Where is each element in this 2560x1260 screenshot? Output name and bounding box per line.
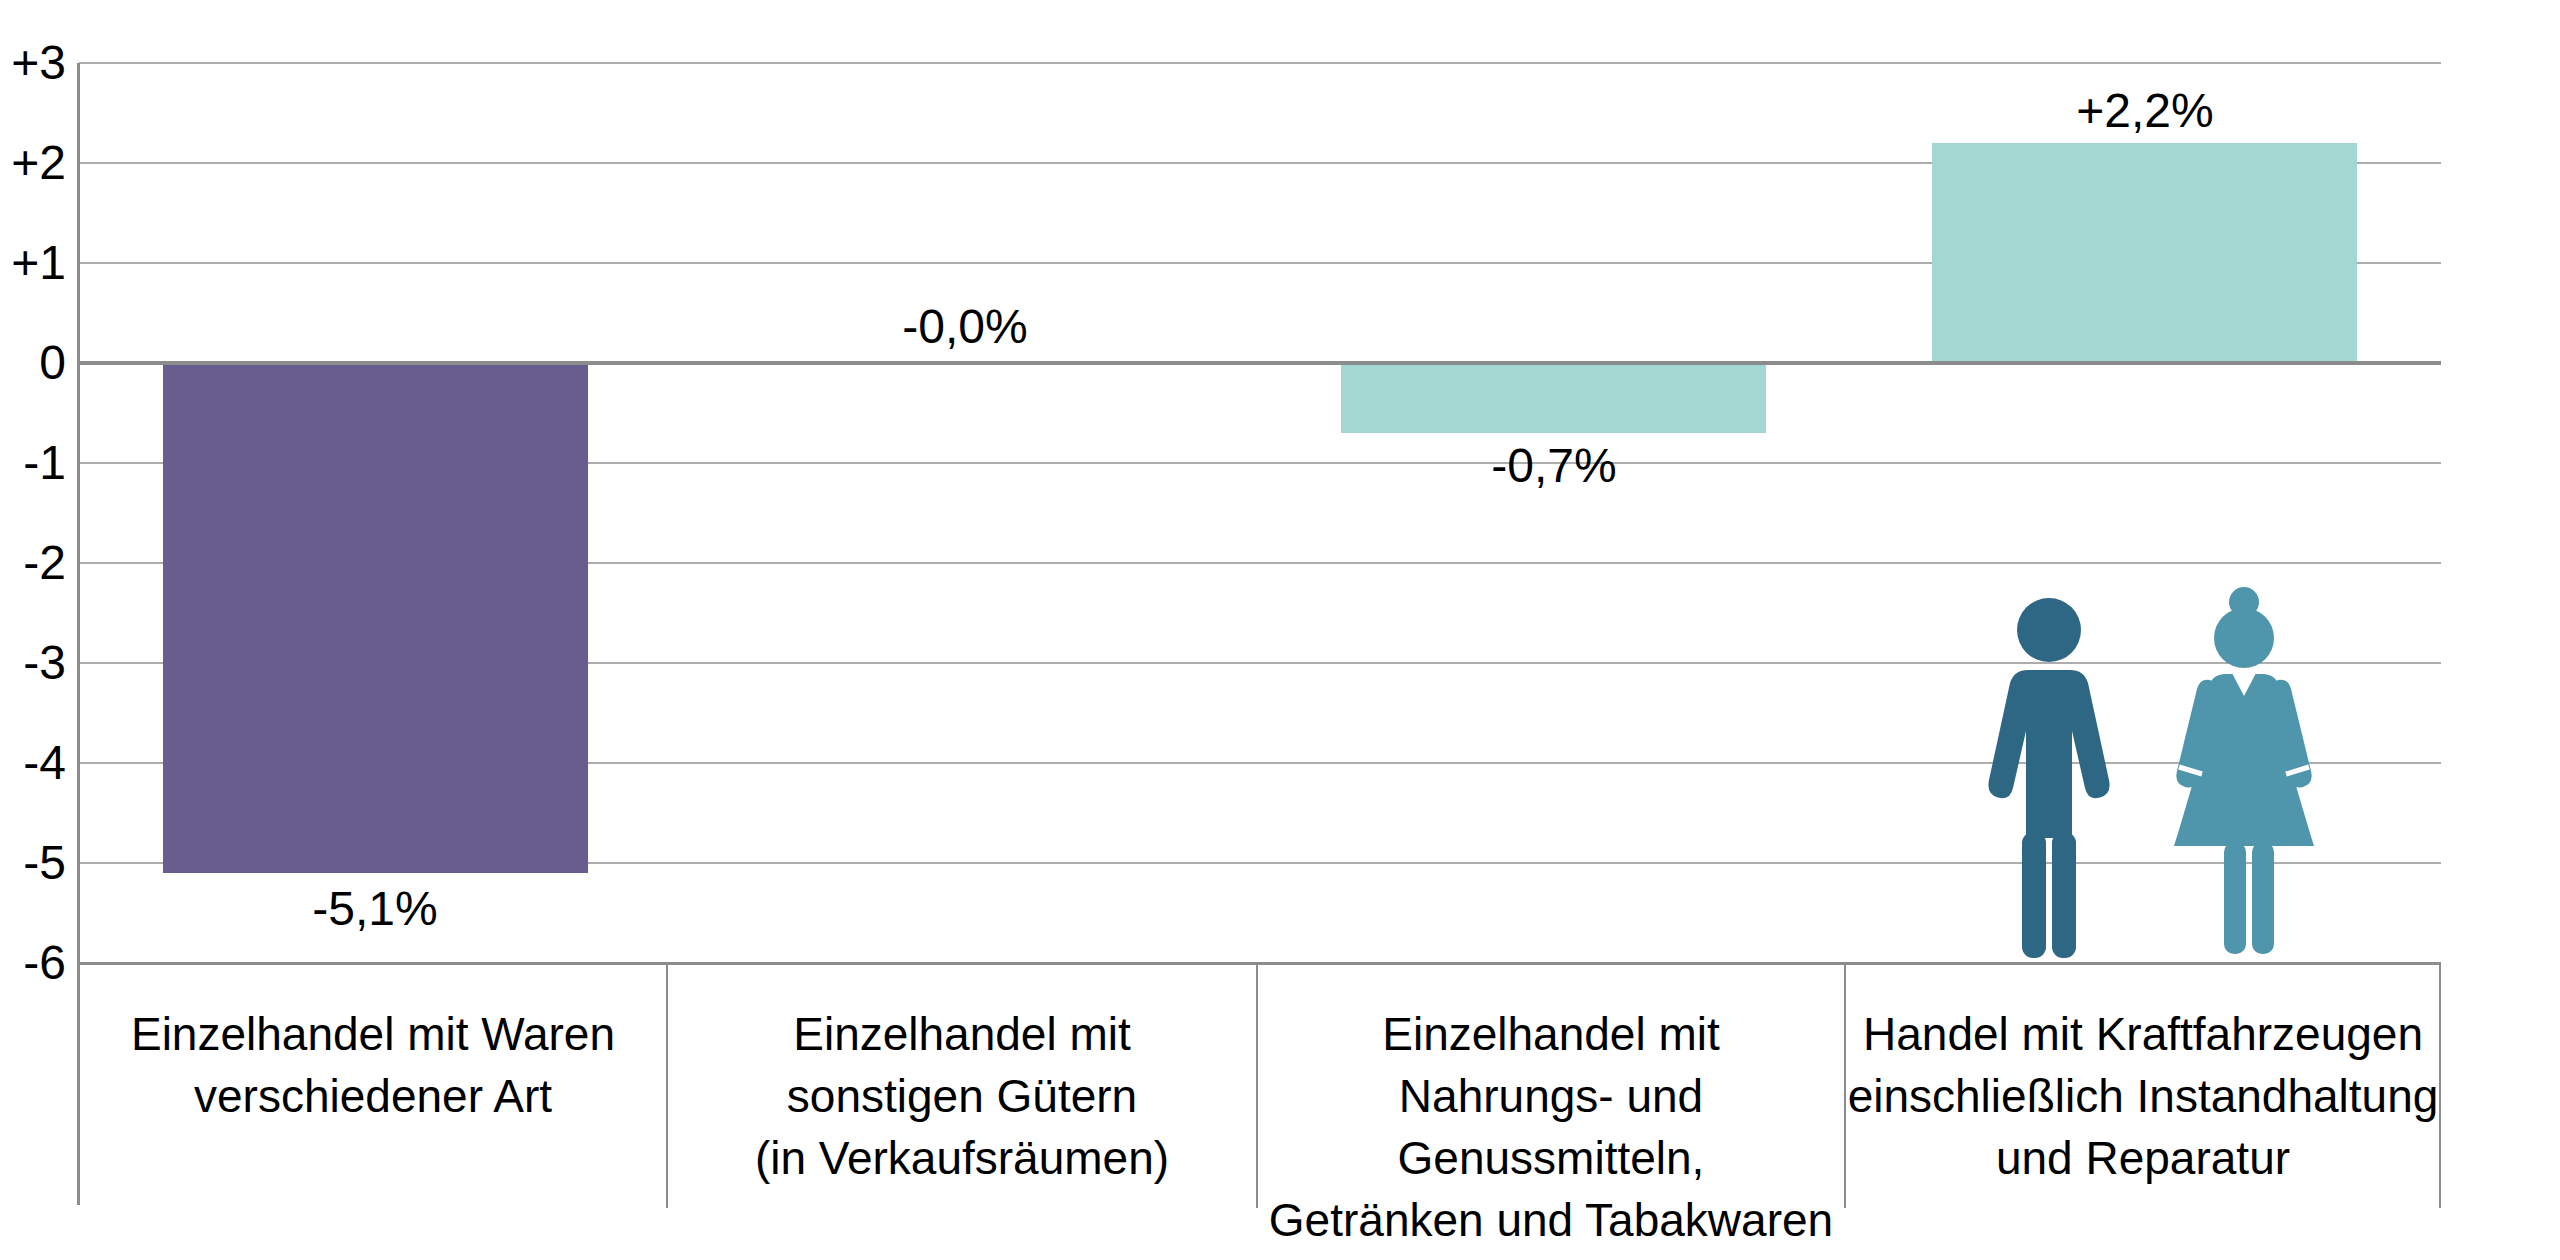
y-tick-label: -4: [0, 739, 66, 787]
y-tick-label: -3: [0, 639, 66, 687]
category-label-1: Einzelhandel mit Waren verschiedener Art: [79, 963, 667, 1127]
category-label-2: Einzelhandel mit sonstigen Gütern (in Ve…: [667, 963, 1257, 1189]
zero-axis-line: [79, 361, 2441, 365]
man-pictogram: [1970, 598, 2128, 958]
y-tick-label: +3: [0, 39, 66, 87]
value-label-1: -5,1%: [312, 884, 437, 934]
category-label-3: Einzelhandel mit Nahrungs- und Genussmit…: [1257, 963, 1845, 1251]
value-label-4: +2,2%: [2076, 86, 2213, 136]
y-tick-label: +2: [0, 139, 66, 187]
man-shape: [1988, 598, 2109, 958]
bar-nahrungs-genussmittel: [1341, 363, 1766, 433]
y-tick-label: +1: [0, 239, 66, 287]
y-tick-label: -6: [0, 939, 66, 987]
category-label-4: Handel mit Kraftfahrzeugen einschließlic…: [1845, 963, 2441, 1189]
y-tick-label: -1: [0, 439, 66, 487]
bar-kraftfahrzeuge: [1932, 143, 2357, 363]
woman-pictogram: [2158, 586, 2330, 958]
bar-einzelhandel-waren: [163, 363, 588, 873]
value-label-3: -0,7%: [1491, 441, 1616, 491]
y-tick-label: -5: [0, 839, 66, 887]
bar-chart: +3 +2 +1 0 -1 -2 -3 -4 -5 -6 -5,1% -0,0%…: [0, 0, 2560, 1260]
value-label-2: -0,0%: [902, 302, 1027, 352]
gridline-plus3: [79, 62, 2441, 64]
y-tick-label: 0: [0, 339, 66, 387]
y-tick-label: -2: [0, 539, 66, 587]
